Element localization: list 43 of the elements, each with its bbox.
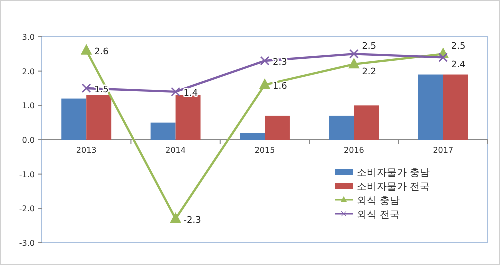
bar [176, 95, 201, 140]
bar [418, 74, 444, 140]
bar [443, 74, 468, 140]
point [170, 213, 181, 224]
bar [354, 106, 380, 140]
bar [265, 116, 290, 140]
legend-label: 소비자물가 전국 [357, 182, 430, 193]
point [82, 84, 92, 94]
bar [329, 116, 354, 140]
point [349, 58, 360, 69]
data-label: 2.2 [362, 67, 377, 78]
bar [86, 95, 112, 140]
bar [62, 98, 87, 140]
point [350, 49, 359, 59]
data-label: 1.6 [273, 82, 288, 92]
legend-label: 외식 전국 [357, 210, 400, 221]
y-tick-label: -1.0 [19, 170, 35, 180]
data-label: -2.3 [184, 216, 202, 226]
point [171, 87, 180, 97]
y-tick-label: -2.0 [19, 204, 35, 214]
legend-label: 외식 충남 [357, 196, 400, 207]
y-tick-label: 3.0 [22, 33, 35, 42]
point [260, 56, 270, 66]
point [260, 79, 270, 90]
data-label: 2.5 [362, 42, 377, 52]
y-tick-label: 1.0 [22, 102, 35, 111]
point [81, 45, 92, 55]
x-tick-label: 2016 [344, 146, 364, 155]
point [438, 52, 448, 62]
data-label: 2.4 [451, 60, 466, 71]
y-tick-label: 2.0 [22, 67, 35, 76]
y-tick-label: -3.0 [19, 239, 35, 248]
x-tick-label: 2017 [433, 146, 454, 155]
x-tick-label: 2013 [76, 146, 97, 155]
data-label: 2.5 [451, 42, 466, 52]
data-label: 2.3 [273, 58, 288, 68]
x-tick-label: 2015 [254, 146, 276, 155]
x-tick-label: 2014 [166, 146, 186, 155]
bar [150, 122, 176, 140]
y-tick-label: 0.0 [22, 136, 35, 145]
bar [240, 133, 265, 140]
legend-label: 소비자물가 충남 [357, 168, 430, 179]
data-label: 2.6 [94, 48, 110, 58]
